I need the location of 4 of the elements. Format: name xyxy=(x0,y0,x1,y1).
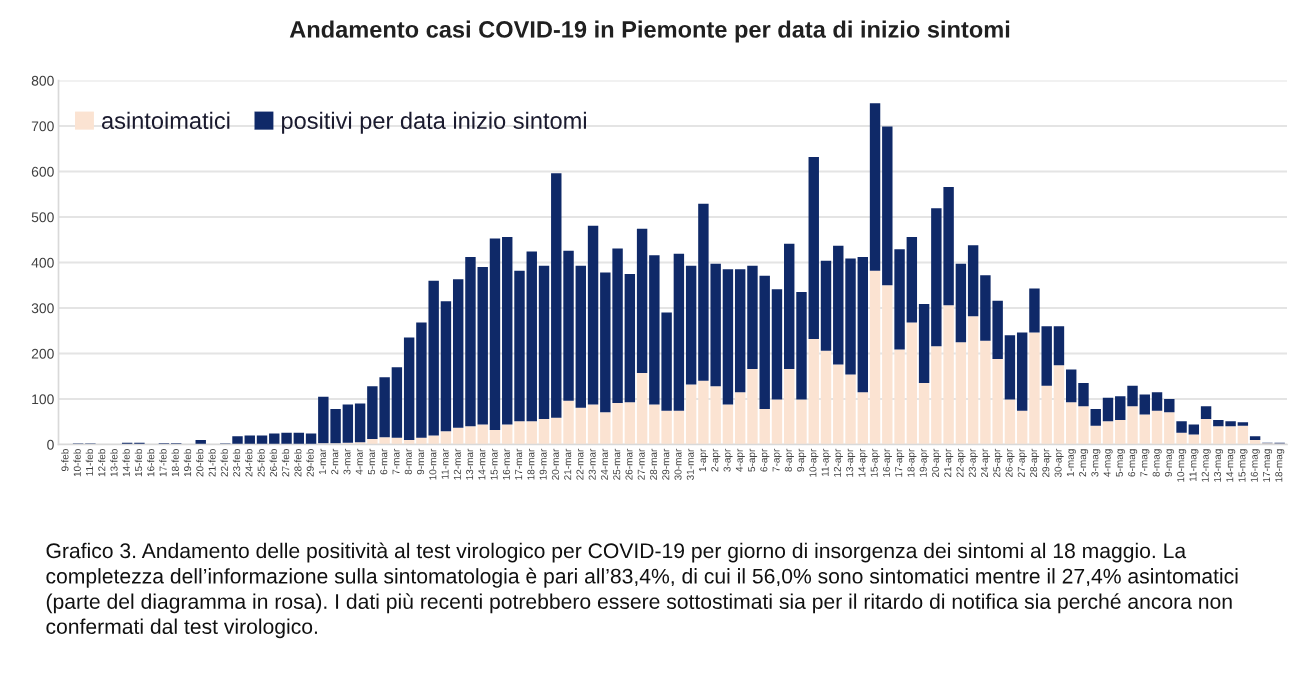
legend-label: asintoimatici xyxy=(102,111,230,130)
legend-label: positivi per data inizio sintomi xyxy=(282,111,586,134)
text: Grafico 3. Andamento delle positività al test virologico per COVID-19 per giorno di insorgenza dei sintomi al 18 maggio. La completezza dell’informazione sulla sintomatologia è pari all’83,4%, di cui il 56,0% sono sintomatici mentre il 27,4% asintomatici (parte del diagramma in rosa). I dati più recenti potrebbero essere sottostimati sia per il ritardo di notifica sia perché ancora non confermati dal test virologico. xyxy=(46,542,1238,639)
chart-title: Andamento casi COVID-19 in Piemonte per data di inizio sintomi xyxy=(289,20,1010,43)
